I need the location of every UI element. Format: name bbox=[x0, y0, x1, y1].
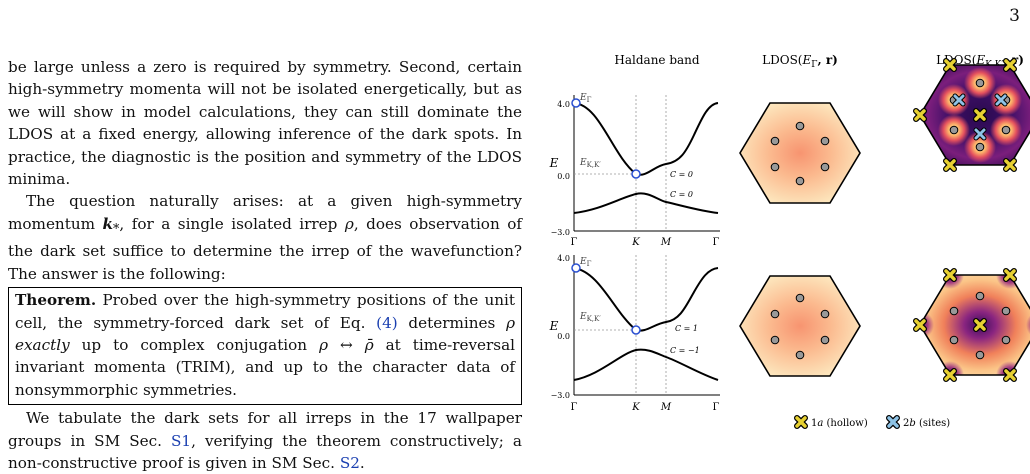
legend-2b-icon bbox=[887, 416, 899, 428]
cross-1a-hollow bbox=[914, 59, 1016, 171]
site-marker bbox=[795, 293, 805, 303]
site-marker bbox=[975, 291, 985, 301]
site-marker bbox=[820, 162, 830, 172]
paragraph-3: We tabulate the dark sets for all irreps… bbox=[8, 407, 522, 474]
marker-egamma-top bbox=[571, 98, 581, 108]
col-title-ldos-gamma: LDOS(EΓ, r) bbox=[762, 53, 838, 70]
ytick-bottom-3: −3.0 bbox=[551, 391, 570, 400]
hexagon-cell bbox=[739, 275, 861, 377]
legend-1a-icon bbox=[795, 416, 807, 428]
hexagon-cell bbox=[739, 102, 861, 204]
chern-top-lower: C = 0 bbox=[670, 190, 693, 199]
ytick-bottom-2: 0.0 bbox=[557, 332, 570, 341]
p2-text-c: , does observation of the dark set suffi… bbox=[8, 214, 522, 283]
site-marker bbox=[975, 78, 985, 88]
label-egamma-bottom: EΓ bbox=[579, 257, 592, 268]
xtick-top-1: Γ bbox=[571, 237, 578, 248]
site-marker bbox=[949, 335, 959, 345]
ldos-k-top bbox=[913, 58, 1030, 172]
sm-link-s2[interactable]: S2 bbox=[339, 453, 360, 472]
theorem-text-d: at time-reversal invariant momenta (TRIM… bbox=[15, 335, 516, 399]
legend-1a-label: 1a (hollow) bbox=[811, 418, 868, 429]
site-marker bbox=[770, 335, 780, 345]
site-marker bbox=[795, 350, 805, 360]
site-marker bbox=[949, 125, 959, 135]
ylabel-bottom: E bbox=[549, 319, 559, 333]
site-marker bbox=[820, 309, 830, 319]
xtick-bottom-4: Γ bbox=[713, 402, 720, 413]
marker-egamma-bottom bbox=[571, 263, 581, 273]
equation-link[interactable]: (4) bbox=[376, 313, 398, 332]
band-plot-top: 4.0 0.0 −3.0 E Γ K M Γ EΓ EK,K′ C = 0 C … bbox=[549, 93, 720, 248]
lower-band-bottom bbox=[573, 348, 719, 381]
theorem-rho: ρ bbox=[506, 313, 515, 332]
theorem-text-b: determines bbox=[397, 313, 507, 332]
site-marker bbox=[795, 176, 805, 186]
col-title-band: Haldane band bbox=[614, 53, 700, 67]
chern-top-upper: C = 0 bbox=[670, 170, 693, 179]
xtick-top-4: Γ bbox=[713, 237, 720, 248]
ylabel-top: E bbox=[549, 156, 559, 170]
site-marker bbox=[975, 142, 985, 152]
upper-band-top bbox=[573, 102, 719, 176]
site-marker bbox=[770, 162, 780, 172]
momentum-symbol: k bbox=[102, 214, 114, 233]
theorem-heading: Theorem. bbox=[15, 291, 97, 310]
ytick-top-1: 4.0 bbox=[557, 100, 570, 109]
p3-text-c: . bbox=[359, 453, 365, 472]
label-ek-bottom: EK,K′ bbox=[579, 312, 601, 323]
cross-1a-hollow bbox=[914, 269, 1016, 381]
xtick-top-2: K bbox=[631, 237, 640, 248]
site-marker bbox=[770, 309, 780, 319]
site-marker bbox=[949, 306, 959, 316]
band-plot-bottom: 4.0 0.0 −3.0 E Γ K M Γ EΓ EK,K′ C = 1 C … bbox=[549, 254, 720, 413]
cross-2b-sites bbox=[953, 94, 1007, 140]
chern-bottom-lower: C = −1 bbox=[670, 346, 700, 355]
site-marker bbox=[770, 136, 780, 146]
ldos-gamma-top bbox=[739, 102, 861, 204]
ldos-k-bottom bbox=[913, 268, 1030, 382]
ldos-gamma-bottom bbox=[739, 275, 861, 377]
xtick-bottom-2: K bbox=[631, 402, 640, 413]
label-egamma-top: EΓ bbox=[579, 93, 592, 104]
site-marker bbox=[1001, 306, 1011, 316]
ytick-bottom-1: 4.0 bbox=[557, 254, 570, 263]
page-number: 3 bbox=[1009, 6, 1020, 26]
text-column: be large unless a zero is required by sy… bbox=[8, 56, 522, 474]
paragraph-1: be large unless a zero is required by sy… bbox=[8, 58, 522, 189]
xtick-bottom-3: M bbox=[660, 402, 672, 413]
legend: 1a (hollow) 2b (sites) bbox=[794, 415, 950, 429]
legend-2b-label: 2b (sites) bbox=[903, 418, 950, 429]
site-marker bbox=[1001, 125, 1011, 135]
marker-ek-bottom bbox=[631, 325, 641, 335]
figure: Haldane band LDOS(EΓ, r) LDOS(EK,K′, r) … bbox=[549, 53, 1030, 429]
irrep-symbol: ρ bbox=[344, 214, 354, 233]
theorem-exactly: exactly bbox=[15, 335, 70, 354]
label-ek-top: EK,K′ bbox=[579, 158, 601, 169]
xtick-bottom-1: Γ bbox=[571, 402, 578, 413]
sm-link-s1[interactable]: S1 bbox=[170, 431, 192, 450]
xtick-top-3: M bbox=[660, 237, 672, 248]
site-marker bbox=[975, 350, 985, 360]
upper-band-bottom bbox=[573, 267, 719, 332]
site-marker bbox=[795, 121, 805, 131]
lower-band-top bbox=[573, 192, 719, 214]
marker-ek-top bbox=[631, 169, 641, 179]
ytick-top-3: −3.0 bbox=[551, 228, 570, 237]
theorem-text-c: up to complex conjugation bbox=[69, 335, 320, 354]
theorem-conjugation: ρ ↔ ρ̄ bbox=[319, 335, 374, 354]
p2-text-a: The question naturally arises: at a give… bbox=[8, 192, 522, 233]
p3-text-a: We tabulate the dark sets for all irreps… bbox=[8, 409, 522, 450]
paragraph-2: The question naturally arises: at a give… bbox=[8, 190, 522, 285]
site-marker bbox=[1001, 335, 1011, 345]
ytick-top-2: 0.0 bbox=[557, 172, 570, 181]
site-marker bbox=[820, 136, 830, 146]
momentum-subscript: * bbox=[113, 220, 120, 236]
p2-text-b: , for a single isolated irrep bbox=[119, 214, 345, 233]
theorem-text-a: Probed over the high-symmetry positions … bbox=[15, 291, 515, 332]
theorem-box: Theorem. Probed over the high-symmetry p… bbox=[8, 287, 522, 406]
chern-bottom-upper: C = 1 bbox=[675, 324, 698, 333]
site-marker bbox=[820, 335, 830, 345]
